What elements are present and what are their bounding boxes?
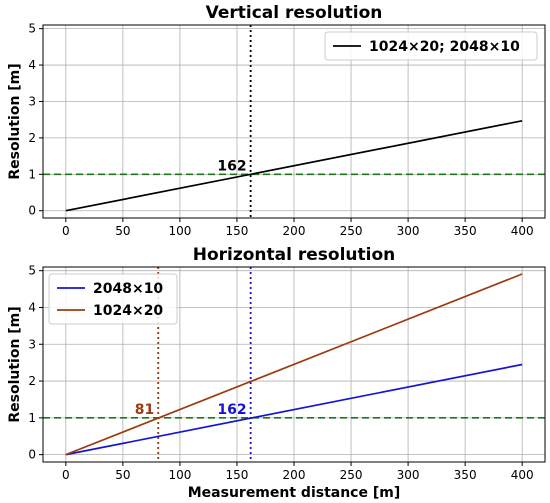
panel-2-xtick-label: 0: [62, 468, 70, 482]
panel-2-xtick-label: 150: [226, 468, 249, 482]
panel-2-xtick-label: 200: [283, 468, 306, 482]
panel-2-series-1: [65, 363, 523, 456]
panel-1-ytick-label: 3: [28, 94, 36, 108]
panel-2-ytick-label: 4: [28, 300, 36, 314]
panel-2-xtick-label: 350: [454, 468, 477, 482]
panel-2-title: Horizontal resolution: [193, 245, 396, 265]
panel-1-xtick-label: 350: [454, 224, 477, 238]
panel-2-xtick-label: 250: [340, 468, 363, 482]
panel-1-xtick-label: 50: [115, 224, 130, 238]
panel-1-ytick-label: 5: [28, 22, 36, 36]
panel-2-series-2: [65, 273, 523, 456]
panel-2-ytick-label: 2: [28, 374, 36, 388]
panel-2-ylabel: Resolution [m]: [7, 306, 23, 422]
panel-2-xlabel: Measurement distance [m]: [188, 485, 401, 501]
panel-1-xtick-label: 0: [62, 224, 70, 238]
panel-2-ytick-label: 5: [28, 264, 36, 278]
panel-2-annotation: 81: [135, 402, 154, 418]
panel-2-legend-box: [48, 273, 178, 325]
panel-2-ytick-label: 1: [28, 411, 36, 425]
panel-1-annotation: 162: [217, 158, 246, 174]
panel-2-ytick-label: 3: [28, 337, 36, 351]
panel-2-xtick-label: 400: [511, 468, 534, 482]
panel-1-xtick-label: 250: [340, 224, 363, 238]
panel-1-legend-box: [324, 31, 538, 61]
panel-2-legend-label: 2048×10: [93, 281, 163, 297]
panel-1-xtick-label: 300: [397, 224, 420, 238]
panel-2-xtick-label: 300: [397, 468, 420, 482]
panel-1-xtick-label: 150: [226, 224, 249, 238]
panel-1-legend: 1024×20; 2048×10: [324, 31, 538, 61]
panel-2-annotation: 162: [217, 402, 246, 418]
panel-1-title: Vertical resolution: [206, 3, 383, 23]
panel-1-ytick-label: 1: [28, 167, 36, 181]
panel-2-xtick-label: 50: [115, 468, 130, 482]
panel-2-legend-label: 1024×20: [93, 303, 163, 319]
panel-2-ytick-label: 0: [28, 448, 36, 462]
panel-1-ylabel: Resolution [m]: [7, 63, 23, 179]
panel-1-ytick-label: 4: [28, 58, 36, 72]
panel-1-series-1: [65, 119, 523, 212]
panel-2-xtick-label: 100: [168, 468, 191, 482]
panel-1-legend-label: 1024×20; 2048×10: [369, 39, 520, 55]
panel-1-xtick-label: 200: [283, 224, 306, 238]
panel-2-legend: 2048×10 1024×20: [48, 273, 178, 325]
panel-1-xtick-label: 100: [168, 224, 191, 238]
panel-1-xtick-label: 400: [511, 224, 534, 238]
panel-1-ytick-label: 0: [28, 204, 36, 218]
panel-1-ytick-label: 2: [28, 131, 36, 145]
